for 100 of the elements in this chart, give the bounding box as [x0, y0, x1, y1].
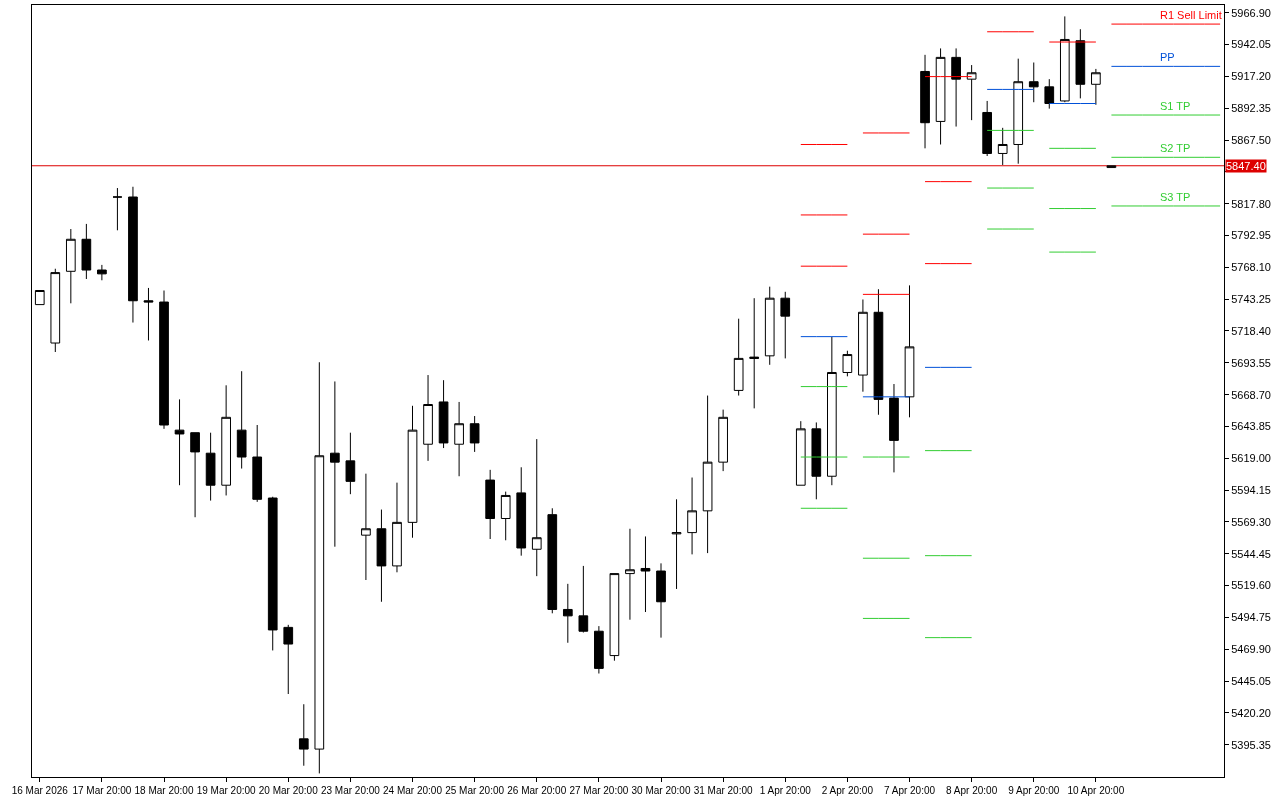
x-tick-label: 23 Mar 20:00	[320, 785, 381, 796]
y-tick-label: 5817.80	[1231, 197, 1271, 210]
y-tick-label: 5544.45	[1231, 547, 1271, 560]
candlestick	[128, 186, 138, 324]
candlestick	[764, 286, 775, 366]
candlestick	[190, 432, 200, 518]
candlestick	[594, 625, 604, 674]
series-label: R1 Sell Limit	[1160, 9, 1222, 21]
candlestick	[143, 287, 154, 341]
y-tick-label: 5942.05	[1231, 38, 1271, 51]
candlestick	[50, 268, 61, 353]
candlestick	[640, 535, 651, 613]
y-tick-label: 5966.90	[1231, 6, 1271, 19]
candlestick	[531, 438, 542, 577]
x-tick-label: 31 Mar 20:00	[693, 785, 754, 796]
series-label: PP	[1160, 51, 1175, 63]
candlestick	[795, 420, 806, 486]
y-tick-label: 5693.55	[1231, 356, 1271, 369]
candlestick	[314, 361, 325, 774]
candlestick	[547, 507, 558, 614]
candlestick	[656, 562, 666, 639]
y-tick-label: 5420.20	[1231, 706, 1271, 719]
x-tick-label: 9 Apr 20:00	[1008, 785, 1060, 796]
candlestick	[1075, 28, 1086, 99]
y-tick-label: 5643.85	[1231, 420, 1271, 433]
candlestick	[718, 409, 728, 472]
candlestick	[733, 318, 744, 397]
candlestick	[485, 469, 496, 540]
candlestick	[1013, 58, 1024, 165]
y-tick-label: 5792.95	[1231, 229, 1271, 242]
candlestick	[469, 415, 480, 453]
series-label: S3 TP	[1160, 191, 1191, 203]
y-tick-label: 5768.10	[1231, 261, 1271, 274]
candlestick	[1059, 15, 1070, 103]
candlestick	[392, 482, 402, 573]
candlestick	[982, 100, 993, 157]
y-tick-label: 5519.60	[1231, 579, 1271, 592]
candlestick	[423, 374, 433, 462]
candlestick	[562, 583, 573, 644]
x-tick-label: 30 Mar 20:00	[631, 785, 691, 796]
candlestick	[330, 380, 340, 548]
y-tick-label: 5619.00	[1231, 452, 1271, 465]
candlestick	[1106, 165, 1117, 169]
y-tick-label: 5668.70	[1231, 388, 1271, 401]
candlestick	[174, 398, 185, 486]
candlestick	[702, 395, 713, 554]
candlestick	[81, 223, 92, 280]
x-tick-label: 24 Mar 20:00	[383, 785, 443, 796]
y-tick-label: 5445.05	[1231, 674, 1271, 687]
candlestick	[625, 528, 635, 621]
candlestick	[827, 336, 837, 486]
series-label: S2 TP	[1160, 142, 1191, 154]
y-tick-label: 5917.20	[1231, 70, 1271, 83]
x-tick-label: 25 Mar 20:00	[445, 785, 505, 796]
y-tick-label: 5867.50	[1231, 133, 1271, 146]
x-tick-label: 2 Apr 20:00	[821, 785, 874, 796]
candlestick	[500, 491, 511, 541]
y-tick-label: 5718.40	[1231, 324, 1271, 337]
candlestick	[671, 498, 682, 590]
candlestick	[236, 370, 247, 470]
candlestick	[267, 496, 278, 651]
candlestick	[1028, 62, 1039, 103]
x-tick-label: 19 Mar 20:00	[196, 785, 257, 796]
y-tick-label: 5494.75	[1231, 611, 1271, 624]
x-tick-label: 27 Mar 20:00	[569, 785, 629, 796]
candlestick	[205, 432, 216, 502]
candlestick	[966, 64, 977, 121]
candlestick	[935, 47, 946, 145]
series-label: S1 TP	[1160, 100, 1191, 112]
x-tick-label: 18 Mar 20:00	[134, 785, 194, 796]
candlestick	[780, 291, 791, 359]
y-tick-label: 5395.35	[1231, 738, 1271, 751]
candlestick	[454, 401, 464, 477]
candlestick	[811, 421, 822, 500]
x-tick-label: 26 Mar 20:00	[507, 785, 567, 796]
candlestick	[252, 424, 263, 503]
candlestick	[858, 298, 868, 393]
ref-line-label: 5847.40	[1226, 160, 1266, 172]
candlestick	[578, 565, 589, 634]
candlestick	[65, 228, 76, 304]
y-tick-label: 5469.90	[1231, 643, 1271, 656]
candlestick	[34, 290, 45, 306]
candlestick	[112, 187, 123, 231]
y-tick-label: 5594.15	[1231, 483, 1271, 496]
candlestick	[609, 573, 620, 662]
x-tick-label: 1 Apr 20:00	[759, 785, 812, 796]
x-tick-label: 20 Mar 20:00	[258, 785, 319, 796]
x-tick-label: 7 Apr 20:00	[883, 785, 936, 796]
candlestick	[376, 509, 387, 603]
candlestick	[97, 264, 107, 281]
candlestick	[283, 624, 294, 695]
candlestick	[920, 54, 930, 149]
x-tick-label: 17 Mar 20:00	[72, 785, 132, 796]
y-tick-label: 5743.25	[1231, 293, 1271, 306]
candlestick	[159, 290, 169, 430]
candlestick	[1044, 78, 1055, 110]
candlestick	[749, 297, 760, 409]
candlestick	[687, 477, 697, 555]
candlestick	[1091, 68, 1101, 106]
candlestick	[407, 405, 418, 539]
